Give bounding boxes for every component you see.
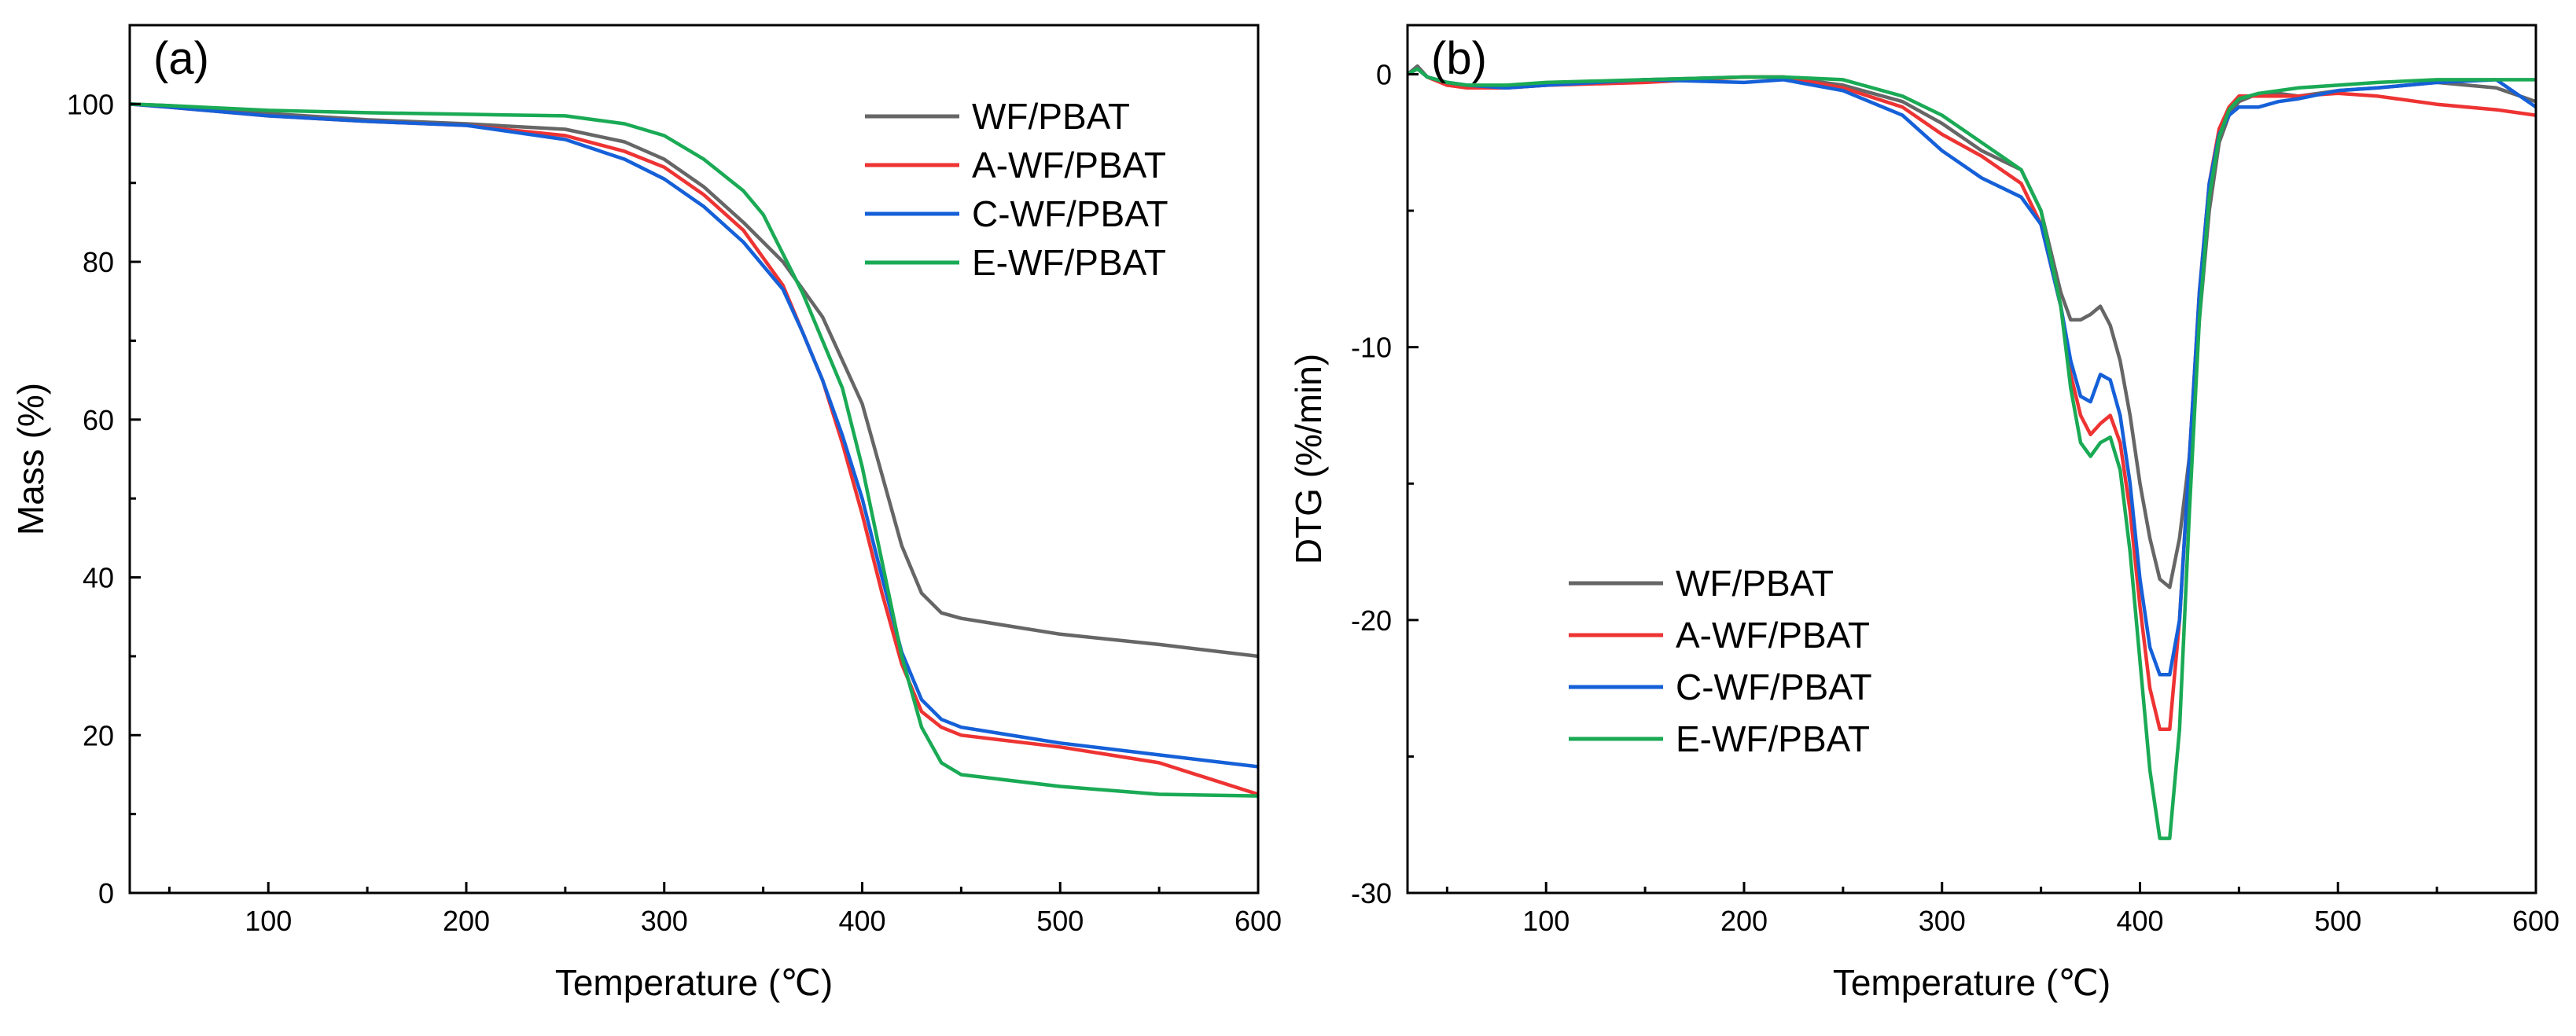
series-line-c-wf-pbat <box>130 102 1258 769</box>
y-tick-label: 0 <box>1376 58 1392 90</box>
y-tick-label: -10 <box>1351 332 1392 364</box>
x-tick-label: 200 <box>1720 905 1768 937</box>
y-tick-label: 20 <box>83 719 114 751</box>
legend-label: C-WF/PBAT <box>1676 667 1872 707</box>
x-tick-label: 100 <box>245 905 292 937</box>
legend-label: WF/PBAT <box>1676 563 1834 604</box>
x-tick-label: 500 <box>1036 905 1084 937</box>
legend-label: A-WF/PBAT <box>972 145 1166 186</box>
x-tick-label: 400 <box>2116 905 2163 937</box>
panel-a-mass-chart: 100 200 300 400 500 600 0 20 40 60 80 100 Temperatur… <box>10 24 1282 1003</box>
y-tick-label: -20 <box>1351 604 1392 637</box>
x-tick-label: 300 <box>1919 905 1966 937</box>
x-tick-label: 100 <box>1522 905 1570 937</box>
y-tick-label: 40 <box>83 562 114 594</box>
series-line-e-wf-pbat <box>1408 67 2536 840</box>
series-line-wf-pbat <box>1408 64 2536 590</box>
y-axis-title: DTG (%/min) <box>1288 354 1329 564</box>
panel-b-dtg-chart: 100 200 300 400 500 600 -30 -20 -10 0 Temperature … <box>1288 24 2559 1003</box>
legend-label: E-WF/PBAT <box>972 242 1166 283</box>
y-tick-label: 80 <box>83 246 114 278</box>
y-tick-label: 0 <box>98 877 114 909</box>
legend-label: A-WF/PBAT <box>1676 615 1870 656</box>
legend: WF/PBAT A-WF/PBAT C-WF/PBAT E-WF/PBAT <box>1569 563 1872 759</box>
y-axis-title: Mass (%) <box>10 383 51 535</box>
plot-frame <box>128 24 1260 895</box>
panel-label: (a) <box>153 33 209 84</box>
legend-label: E-WF/PBAT <box>1676 718 1870 759</box>
x-tick-label: 600 <box>2512 905 2559 937</box>
series-line-e-wf-pbat <box>130 102 1258 798</box>
panel-label: (b) <box>1431 33 1487 84</box>
x-tick-label: 400 <box>838 905 885 937</box>
x-tick-label: 600 <box>1235 905 1282 937</box>
legend-label: C-WF/PBAT <box>972 193 1168 234</box>
plot-frame <box>1406 24 2537 895</box>
x-axis-title: Temperature (℃) <box>555 962 833 1003</box>
legend: WF/PBAT A-WF/PBAT C-WF/PBAT E-WF/PBAT <box>865 96 1168 283</box>
y-tick-label: 60 <box>83 404 114 436</box>
series-line-a-wf-pbat <box>1408 67 2536 731</box>
y-tick-label: -30 <box>1351 877 1392 909</box>
x-axis-title: Temperature (℃) <box>1833 962 2110 1003</box>
x-tick-label: 200 <box>443 905 490 937</box>
x-tick-label: 300 <box>641 905 688 937</box>
x-tick-label: 500 <box>2314 905 2361 937</box>
y-tick-label: 100 <box>67 88 114 120</box>
legend-label: WF/PBAT <box>972 96 1130 137</box>
